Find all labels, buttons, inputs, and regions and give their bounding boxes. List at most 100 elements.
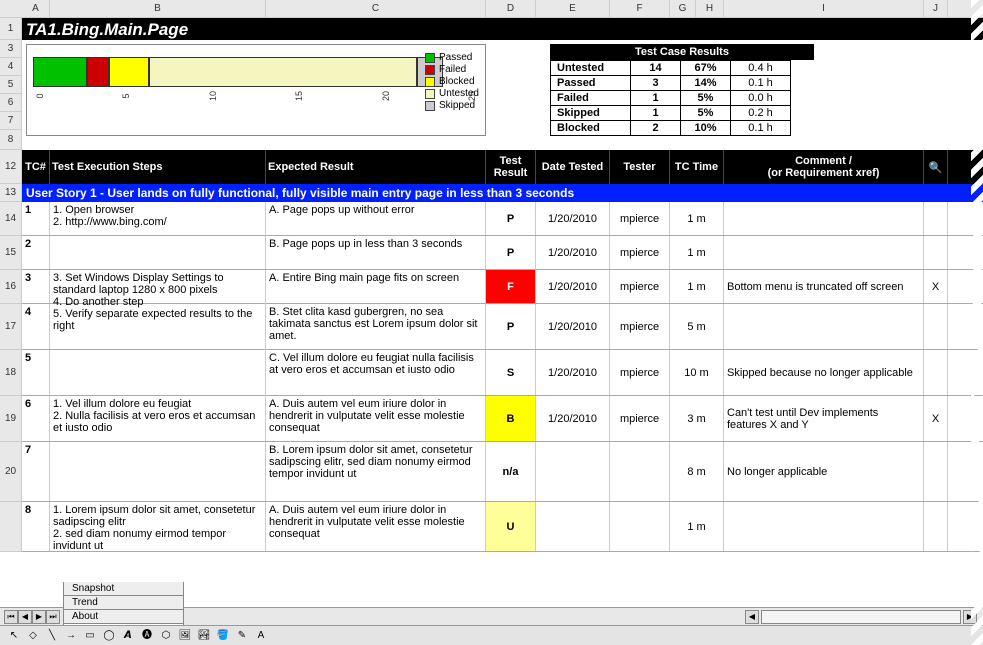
time-cell[interactable]: 5 m — [670, 304, 724, 349]
row-header-20[interactable]: 20 — [0, 442, 22, 502]
row-header-[interactable] — [0, 502, 22, 552]
line-icon[interactable]: ╲ — [44, 628, 60, 644]
flag-cell[interactable]: X — [924, 396, 948, 441]
row-header-5[interactable]: 5 — [0, 76, 22, 94]
comment-cell[interactable] — [724, 304, 924, 349]
search-icon[interactable]: 🔍 — [924, 150, 948, 184]
col-F[interactable]: F — [610, 0, 670, 17]
time-cell[interactable]: 1 m — [670, 502, 724, 551]
col-C[interactable]: C — [266, 0, 486, 17]
flag-cell[interactable] — [924, 442, 948, 501]
time-cell[interactable]: 10 m — [670, 350, 724, 395]
linecolor-icon[interactable]: ✎ — [234, 628, 250, 644]
tab-next-button[interactable]: ▶ — [32, 610, 46, 624]
expected-cell[interactable]: A. Duis autem vel eum iriure dolor in he… — [266, 502, 486, 551]
time-cell[interactable]: 1 m — [670, 236, 724, 269]
hdr-date[interactable]: Date Tested — [536, 150, 610, 184]
flag-cell[interactable] — [924, 304, 948, 349]
steps-cell-merged[interactable]: 3. Set Windows Display Settings to stand… — [50, 270, 266, 396]
hscroll-track[interactable] — [761, 610, 961, 624]
comment-cell[interactable] — [724, 202, 924, 235]
hdr-comment[interactable]: Comment / (or Requirement xref) — [724, 150, 924, 184]
result-cell[interactable]: F — [486, 270, 536, 303]
rectangle-icon[interactable]: ▭ — [82, 628, 98, 644]
comment-cell[interactable]: Skipped because no longer applicable — [724, 350, 924, 395]
hscroll-left-button[interactable]: ◀ — [745, 610, 759, 624]
tester-cell[interactable]: mpierce — [610, 236, 670, 269]
row-header-12[interactable]: 12 — [0, 150, 22, 184]
textbox-icon[interactable]: 𝘼 — [120, 628, 136, 644]
result-cell[interactable]: n/a — [486, 442, 536, 501]
steps-cell[interactable]: 1. Open browser 2. http://www.bing.com/ — [50, 202, 266, 235]
tester-cell[interactable]: mpierce — [610, 202, 670, 235]
date-cell[interactable] — [536, 442, 610, 501]
comment-cell[interactable]: Bottom menu is truncated off screen — [724, 270, 924, 303]
picture-icon[interactable]: 🏞 — [196, 628, 212, 644]
row-header-8[interactable]: 8 — [0, 130, 22, 150]
hscroll-right-button[interactable]: ▶ — [963, 610, 977, 624]
expected-cell[interactable]: C. Vel illum dolore eu feugiat nulla fac… — [266, 350, 486, 395]
flag-cell[interactable] — [924, 236, 948, 269]
autoshapes-icon[interactable]: ◇ — [25, 628, 41, 644]
comment-cell[interactable]: No longer applicable — [724, 442, 924, 501]
col-D[interactable]: D — [486, 0, 536, 17]
tester-cell[interactable]: mpierce — [610, 396, 670, 441]
date-cell[interactable]: 1/20/2010 — [536, 396, 610, 441]
user-story-row[interactable]: User Story 1 - User lands on fully funct… — [22, 184, 983, 202]
date-cell[interactable]: 1/20/2010 — [536, 350, 610, 395]
date-cell[interactable]: 1/20/2010 — [536, 202, 610, 235]
time-cell[interactable]: 3 m — [670, 396, 724, 441]
row-header-6[interactable]: 6 — [0, 94, 22, 112]
steps-cell[interactable]: 1. Vel illum dolore eu feugiat 2. Nulla … — [50, 396, 266, 441]
test-row-2[interactable]: 2B. Page pops up in less than 3 secondsP… — [22, 236, 983, 270]
result-cell[interactable]: B — [486, 396, 536, 441]
hdr-time[interactable]: TC Time — [670, 150, 724, 184]
test-row-7[interactable]: 7B. Lorem ipsum dolor sit amet, consetet… — [22, 442, 983, 502]
expected-cell[interactable]: A. Duis autem vel eum iriure dolor in he… — [266, 396, 486, 441]
flag-cell[interactable] — [924, 350, 948, 395]
hdr-steps[interactable]: Test Execution Steps — [50, 150, 266, 184]
tab-last-button[interactable]: ⏭ — [46, 610, 60, 624]
time-cell[interactable]: 1 m — [670, 270, 724, 303]
pointer-icon[interactable]: ↖ — [6, 628, 22, 644]
steps-cell[interactable] — [50, 442, 266, 501]
steps-cell[interactable] — [50, 236, 266, 269]
arrow-icon[interactable]: → — [63, 628, 79, 644]
sheet-tab-about[interactable]: About — [63, 610, 184, 624]
result-cell[interactable]: P — [486, 236, 536, 269]
steps-cell[interactable]: 1. Lorem ipsum dolor sit amet, consetetu… — [50, 502, 266, 551]
col-J[interactable]: J — [924, 0, 948, 17]
tester-cell[interactable]: mpierce — [610, 350, 670, 395]
flag-cell[interactable] — [924, 202, 948, 235]
hdr-tester[interactable]: Tester — [610, 150, 670, 184]
row-header-3[interactable]: 3 — [0, 40, 22, 58]
tab-prev-button[interactable]: ◀ — [18, 610, 32, 624]
test-row-3[interactable]: 33. Set Windows Display Settings to stan… — [22, 270, 983, 304]
date-cell[interactable]: 1/20/2010 — [536, 270, 610, 303]
comment-cell[interactable] — [724, 502, 924, 551]
sheet-tab-trend[interactable]: Trend — [63, 596, 184, 610]
expected-cell[interactable]: B. Lorem ipsum dolor sit amet, consetetu… — [266, 442, 486, 501]
row-header-17[interactable]: 17 — [0, 304, 22, 350]
tester-cell[interactable] — [610, 442, 670, 501]
flag-cell[interactable] — [924, 502, 948, 551]
col-I[interactable]: I — [724, 0, 924, 17]
result-cell[interactable]: P — [486, 304, 536, 349]
expected-cell[interactable]: A. Page pops up without error — [266, 202, 486, 235]
expected-cell[interactable]: A. Entire Bing main page fits on screen — [266, 270, 486, 303]
col-H[interactable]: H — [696, 0, 724, 17]
date-cell[interactable]: 1/20/2010 — [536, 236, 610, 269]
diagram-icon[interactable]: ⬡ — [158, 628, 174, 644]
row-header-13[interactable]: 13 — [0, 184, 22, 202]
sheet-tab-snapshot[interactable]: Snapshot — [63, 582, 184, 596]
hdr-expected[interactable]: Expected Result — [266, 150, 486, 184]
comment-cell[interactable] — [724, 236, 924, 269]
row-header-18[interactable]: 18 — [0, 350, 22, 396]
fontcolor-icon[interactable]: A — [253, 628, 269, 644]
test-row-8[interactable]: 81. Lorem ipsum dolor sit amet, consetet… — [22, 502, 983, 552]
wordart-icon[interactable]: 🅐 — [139, 628, 155, 644]
row-header-4[interactable]: 4 — [0, 58, 22, 76]
row-header-14[interactable]: 14 — [0, 202, 22, 236]
comment-cell[interactable]: Can't test until Dev implements features… — [724, 396, 924, 441]
result-cell[interactable]: U — [486, 502, 536, 551]
